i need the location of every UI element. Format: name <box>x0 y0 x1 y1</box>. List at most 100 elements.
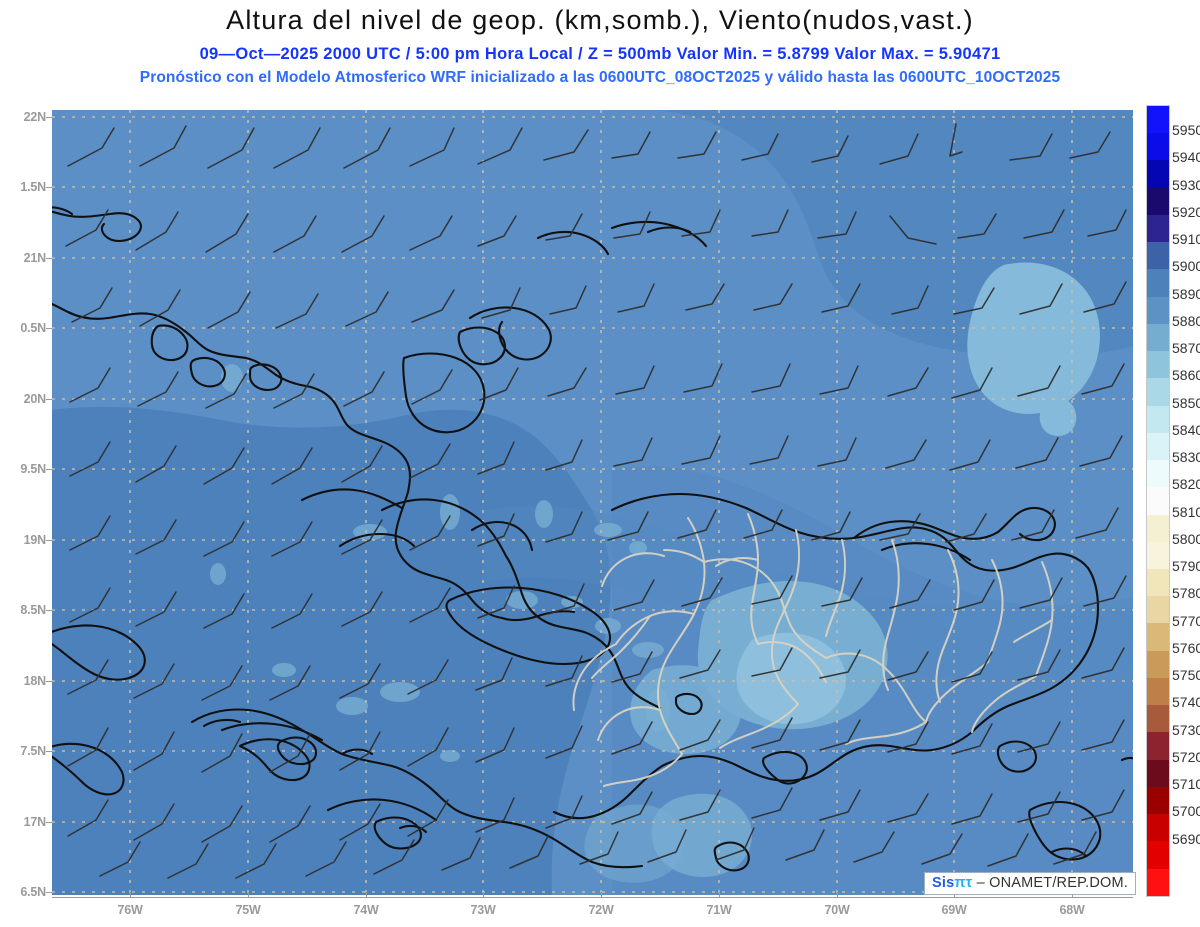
wind-barb <box>135 211 179 251</box>
wind-barb <box>133 663 175 699</box>
wind-barb <box>879 133 919 165</box>
wind-barb <box>203 521 245 557</box>
wind-barb <box>611 131 651 159</box>
wind-barb <box>949 123 963 157</box>
wind-barb <box>137 371 179 407</box>
wind-barb <box>201 665 243 701</box>
wind-barb <box>547 367 587 397</box>
x-tick-label: 68W <box>1059 903 1085 917</box>
x-tick <box>248 892 249 898</box>
colorbar-tick-label: 5780 <box>1172 585 1200 602</box>
wind-barb <box>679 719 721 751</box>
x-tick-label: 76W <box>117 903 143 917</box>
x-tick <box>837 892 838 898</box>
wind-barb <box>891 285 929 315</box>
wind-barb <box>69 587 111 623</box>
colorbar-swatch <box>1147 623 1169 651</box>
wind-barb <box>477 441 515 475</box>
y-tick <box>46 540 52 541</box>
y-tick-label: 8.5N <box>20 603 46 617</box>
colorbar-tick-label: 5730 <box>1172 721 1200 738</box>
y-tick-label: 6.5N <box>20 885 46 899</box>
field-band-5880 <box>52 406 611 895</box>
wind-barb <box>679 649 721 679</box>
wind-barb <box>1019 283 1063 315</box>
wind-barb <box>819 649 861 679</box>
wind-barb <box>617 283 655 313</box>
wind-barb <box>407 659 449 695</box>
wind-barb <box>373 839 415 875</box>
colorbar-tick-label: 5900 <box>1172 258 1200 275</box>
wind-barb <box>67 727 109 767</box>
wind-barb <box>407 727 449 767</box>
wind-barb <box>613 437 653 467</box>
wind-barb <box>685 283 725 311</box>
province-borders <box>572 513 1054 787</box>
wind-barb <box>819 789 861 821</box>
wind-barb <box>753 283 793 311</box>
wind-barb <box>269 665 311 701</box>
colorbar-swatch <box>1147 269 1169 297</box>
wind-barb <box>817 437 857 467</box>
colorbar-swatch <box>1147 732 1169 760</box>
logo-sis-text: Sis <box>932 875 955 891</box>
logo-attribution: Sisπτ – ONAMET/REP.DOM. <box>924 872 1136 895</box>
x-tick-label: 70W <box>824 903 850 917</box>
y-tick <box>46 258 52 259</box>
colorbar-swatch <box>1147 841 1169 869</box>
wind-barb <box>611 651 653 683</box>
wind-barb <box>879 513 921 541</box>
y-tick <box>46 681 52 682</box>
wind-barb <box>167 843 209 879</box>
colorbar-swatch <box>1147 378 1169 406</box>
wind-barb <box>751 575 793 605</box>
wind-barb <box>543 129 589 161</box>
wind-barb <box>751 647 793 677</box>
y-tick <box>46 892 52 893</box>
wind-barb <box>821 577 863 607</box>
wind-barb <box>751 717 793 749</box>
wind-barb <box>339 731 381 771</box>
colorbar-tick-label: 5910 <box>1172 231 1200 248</box>
x-tick <box>601 892 602 898</box>
y-tick <box>46 751 52 752</box>
wind-barb <box>951 651 993 683</box>
wind-barb <box>887 793 929 823</box>
x-tick <box>130 892 131 898</box>
wind-barb <box>1015 437 1059 469</box>
wind-barb <box>269 733 311 773</box>
wind-barb <box>545 655 583 687</box>
wind-barb <box>477 215 517 247</box>
wind-barb <box>751 787 793 819</box>
colorbar-labels: 5950 5940 5930 5920 5910 5900 5890 5880 5870 5860… <box>1172 105 1200 895</box>
colorbar-swatch <box>1147 786 1169 815</box>
x-tick <box>483 892 484 898</box>
wind-barb <box>411 369 453 405</box>
wind-barb <box>819 719 861 751</box>
y-tick <box>46 399 52 400</box>
y-tick-label: 20N <box>23 392 47 406</box>
wind-barb <box>201 805 243 843</box>
x-tick-label: 72W <box>588 903 614 917</box>
wind-barb <box>613 579 655 611</box>
wind-barb <box>677 509 717 539</box>
wind-barb <box>1017 649 1061 681</box>
colorbar-swatch <box>1147 160 1169 188</box>
colorbar-tick-label: 5870 <box>1172 340 1200 357</box>
map-plot-area[interactable] <box>52 110 1133 895</box>
wind-barb <box>887 367 929 397</box>
wind-barb <box>889 215 937 245</box>
y-tick <box>46 187 52 188</box>
wind-barb <box>1081 647 1125 679</box>
wind-barb <box>269 805 311 843</box>
colorbar[interactable] <box>1146 105 1170 897</box>
y-tick <box>46 469 52 470</box>
wind-barb <box>887 651 929 681</box>
wind-barb <box>949 439 991 471</box>
wind-barb <box>271 593 313 629</box>
wind-barb <box>681 435 721 465</box>
y-tick-label: 21N <box>23 251 47 265</box>
wind-barb <box>953 287 995 315</box>
wind-barb <box>953 579 995 611</box>
colorbar-swatch <box>1147 187 1169 215</box>
